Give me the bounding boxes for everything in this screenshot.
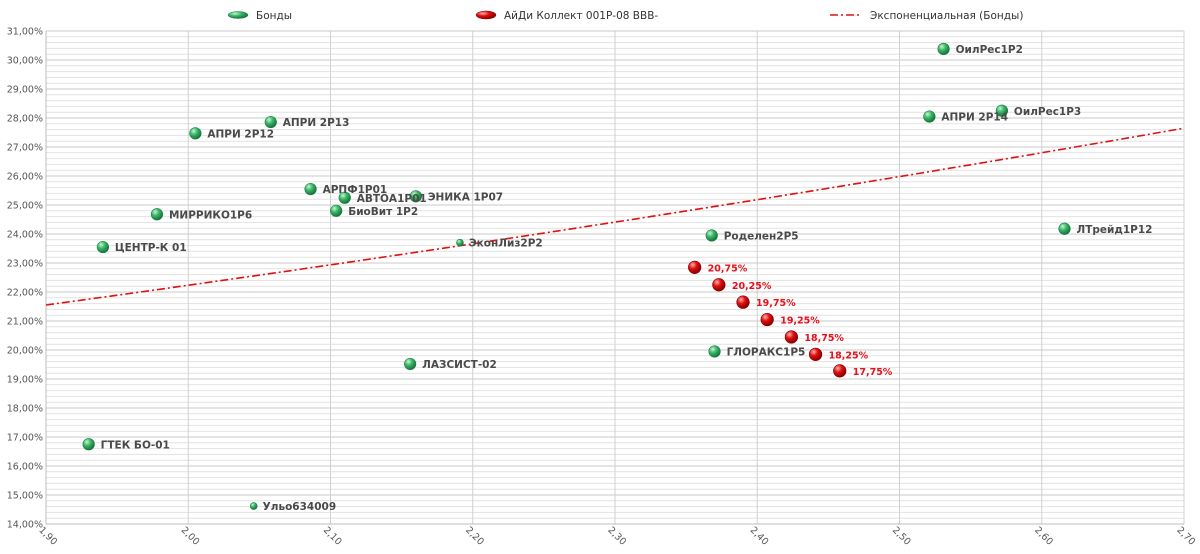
y-tick-label: 17,00% <box>7 433 43 444</box>
bond-point <box>404 357 417 371</box>
y-tick-label: 27,00% <box>7 143 43 154</box>
x-tick-label: 2,20 <box>463 525 486 548</box>
bond-point <box>96 240 109 254</box>
y-tick-label: 19,00% <box>7 375 43 386</box>
bond-point <box>708 345 721 358</box>
data-points <box>82 42 1071 510</box>
bond-point <box>304 182 317 196</box>
idcollect-point-label: 19,25% <box>780 316 820 327</box>
bond-point-label: ЛАЗСИСТ-02 <box>422 359 497 371</box>
x-tick-label: 2,50 <box>890 525 913 548</box>
legend-label-bonds: Бонды <box>256 10 292 22</box>
x-tick-label: 2,60 <box>1032 525 1055 548</box>
y-tick-label: 29,00% <box>7 85 43 96</box>
bond-point-label: ГЛОРАКС1Р5 <box>727 346 806 358</box>
idcollect-point-label: 20,75% <box>708 263 748 274</box>
bond-point-label: АВТОА1Р01 <box>357 193 427 205</box>
x-tick-label: 2,30 <box>605 525 628 548</box>
bond-point <box>150 208 164 221</box>
bond-point-label: ГТЕК БО-01 <box>101 439 170 451</box>
bond-point-label: ЭНИКА 1Р07 <box>428 191 503 203</box>
legend-marker-idcollect <box>475 10 497 20</box>
idcollect-point <box>736 295 750 309</box>
y-tick-label: 31,00% <box>7 27 43 38</box>
idcollect-point-label: 19,75% <box>756 298 796 309</box>
bond-point-label: Ульо634009 <box>263 501 336 513</box>
bond-point <box>456 238 464 247</box>
bond-point <box>937 42 950 56</box>
legend: Бонды АйДи Коллект 001Р-08 BBB- Экспоненци… <box>227 10 1023 22</box>
bond-point <box>82 438 95 451</box>
bond-point-label: АРПФ1Р01 <box>323 184 388 196</box>
y-tick-label: 14,00% <box>7 520 43 531</box>
bond-point <box>249 502 258 510</box>
bond-point-label: ЛТрейд1Р12 <box>1077 224 1153 236</box>
x-tick-label: 2,40 <box>748 525 771 548</box>
y-tick-label: 26,00% <box>7 172 43 183</box>
y-tick-label: 24,00% <box>7 230 43 241</box>
bond-point <box>705 229 718 242</box>
idcollect-point <box>833 364 847 378</box>
idcollect-point <box>712 278 726 292</box>
y-tick-label: 22,00% <box>7 288 43 299</box>
x-tick-label: 2,10 <box>321 525 344 548</box>
bond-point-label: ОилРес1Р2 <box>956 44 1023 56</box>
legend-label-idcollect: АйДи Коллект 001Р-08 BBB- <box>504 10 658 22</box>
bond-point <box>409 190 422 203</box>
y-tick-label: 25,00% <box>7 201 43 212</box>
grid <box>45 30 1185 525</box>
idcollect-point-label: 20,25% <box>732 281 772 292</box>
y-tick-label: 20,00% <box>7 346 43 357</box>
bond-point <box>338 191 351 204</box>
idcollect-point <box>784 330 798 344</box>
point-labels: ГТЕК БО-01 ЦЕНТР-К 01 МИРРИКО1Р6 АПРИ 2Р12 У… <box>101 44 1153 513</box>
bond-point-label: АПРИ 2Р14 <box>941 112 1008 124</box>
legend-marker-bonds <box>227 11 249 19</box>
idcollect-point <box>760 312 774 327</box>
bond-point <box>330 204 343 217</box>
y-tick-label: 21,00% <box>7 317 43 328</box>
bond-point-label: ЭконЛиз2Р2 <box>469 238 543 250</box>
bond-point-label: ЦЕНТР-К 01 <box>115 242 187 254</box>
bond-point <box>923 110 936 123</box>
bond-point-label: ОилРес1Р3 <box>1014 106 1081 118</box>
bond-point-label: БиоВит 1Р2 <box>348 206 418 218</box>
x-tick-label: 2,70 <box>1174 525 1197 548</box>
idcollect-point-label: 18,75% <box>804 333 844 344</box>
bond-point-label: АПРИ 2Р12 <box>207 128 274 140</box>
idcollect-point-label: 18,25% <box>829 350 869 361</box>
idcollect-point-label: 17,75% <box>853 367 893 378</box>
y-tick-label: 28,00% <box>7 114 43 125</box>
y-tick-label: 15,00% <box>7 491 43 502</box>
legend-label-trendline: Экспоненциальная (Бонды) <box>870 10 1023 22</box>
x-tick-label: 1,90 <box>36 525 59 548</box>
bond-point <box>189 127 202 140</box>
y-tick-label: 30,00% <box>7 56 43 67</box>
y-tick-label: 18,00% <box>7 404 43 415</box>
bond-point-label: Роделен2Р5 <box>724 230 799 242</box>
bond-point <box>1058 222 1071 235</box>
y-tick-label: 23,00% <box>7 259 43 270</box>
bond-point-label: МИРРИКО1Р6 <box>169 209 252 221</box>
y-tick-label: 16,00% <box>7 462 43 473</box>
x-tick-label: 2,00 <box>179 525 202 548</box>
idcollect-point <box>688 260 702 274</box>
bond-point-label: АПРИ 2Р13 <box>283 117 350 129</box>
bond-point <box>995 104 1009 117</box>
idcollect-point <box>808 347 823 361</box>
bond-point <box>264 115 277 129</box>
